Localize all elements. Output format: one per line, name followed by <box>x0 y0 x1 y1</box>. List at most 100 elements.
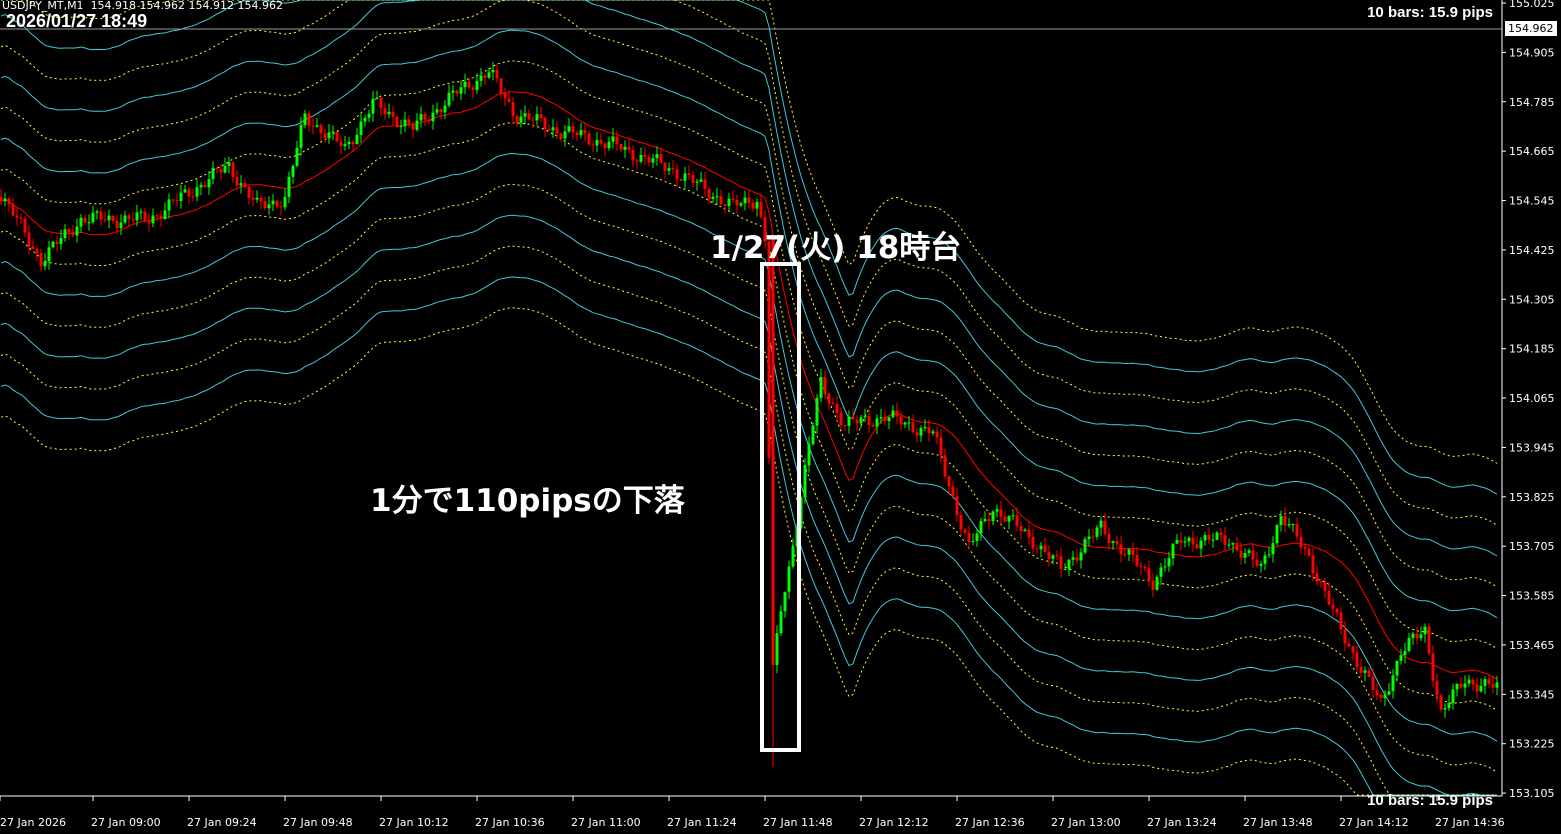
candle-body <box>1095 527 1099 537</box>
candle-body <box>1471 679 1475 685</box>
candle-body <box>607 141 611 149</box>
candle-body <box>1071 557 1075 560</box>
candle-body <box>859 417 863 424</box>
candle-body <box>23 218 27 233</box>
candle-body <box>1339 612 1343 630</box>
candle-body <box>563 131 567 139</box>
candle-body <box>139 211 143 213</box>
candle-body <box>1395 660 1399 676</box>
candle-body <box>271 200 275 205</box>
candle-body <box>391 111 395 117</box>
candle-body <box>1167 558 1171 567</box>
candle-body <box>647 156 651 163</box>
candle-body <box>1195 544 1199 549</box>
candle-body <box>1151 580 1155 590</box>
candle-body <box>207 179 211 188</box>
time-tick-label: 27 Jan 11:24 <box>667 816 737 829</box>
candle-body <box>1039 545 1043 550</box>
time-tick-label: 27 Jan 12:36 <box>955 816 1025 829</box>
candle-body <box>611 136 615 142</box>
candle-body <box>47 247 51 262</box>
candle-body <box>1155 576 1159 590</box>
candle-body <box>231 162 235 178</box>
candle-body <box>427 119 431 122</box>
candle-body <box>1179 539 1183 543</box>
candle-body <box>1075 557 1079 561</box>
band-line-yellow <box>0 122 1498 711</box>
candle-body <box>1287 524 1291 526</box>
candle-body <box>1275 525 1279 544</box>
candle-body <box>71 231 75 236</box>
candle-body <box>1371 676 1375 691</box>
candle-body <box>975 533 979 542</box>
band-line-yellow <box>0 307 1497 796</box>
candle-body <box>1267 554 1271 556</box>
candle-body <box>967 532 971 542</box>
candle-body <box>295 147 299 166</box>
candle-body <box>7 198 11 205</box>
candle-body <box>31 246 35 249</box>
candle-body <box>587 133 591 145</box>
candle-body <box>1163 566 1167 568</box>
candle-body <box>935 431 939 438</box>
candle-body <box>1047 552 1051 559</box>
candle-body <box>863 416 867 418</box>
candle-body <box>555 127 559 134</box>
candle-body <box>1067 559 1071 569</box>
candle-body <box>619 144 623 150</box>
candle-body <box>579 130 583 136</box>
candle-body <box>623 146 627 150</box>
candle-body <box>511 102 515 117</box>
candle-body <box>395 116 399 128</box>
candle-body <box>1331 604 1335 609</box>
candle-body <box>659 154 663 163</box>
candle-body <box>175 200 179 202</box>
candle-body <box>855 419 859 424</box>
candle-body <box>35 248 39 254</box>
candle-body <box>1431 653 1435 681</box>
candle-body <box>771 239 775 665</box>
candle-body <box>871 424 875 427</box>
candle-body <box>1391 675 1395 692</box>
candle-body <box>351 141 355 145</box>
candle-body <box>275 200 279 207</box>
candle-body <box>287 176 291 197</box>
candle-body <box>239 183 243 186</box>
candle-body <box>267 204 271 209</box>
candle-body <box>567 126 571 132</box>
candle-body <box>843 425 847 427</box>
candle-body <box>759 201 763 217</box>
candle-body <box>431 112 435 122</box>
candle-body <box>1183 541 1187 543</box>
candle-body <box>1107 533 1111 543</box>
candle-body <box>987 519 991 522</box>
candle-body <box>1455 683 1459 690</box>
candle-body <box>1119 544 1123 555</box>
candle-body <box>823 377 827 394</box>
candle-body <box>1015 515 1019 526</box>
candle-body <box>503 93 507 99</box>
candle-body <box>1415 633 1419 639</box>
candle-body <box>159 215 163 220</box>
candle-body <box>475 80 479 91</box>
candle-body <box>1443 708 1447 710</box>
candle-body <box>679 179 683 181</box>
candle-body <box>347 141 351 145</box>
candle-body <box>1271 543 1275 555</box>
candle-body <box>1031 536 1035 549</box>
candle-body <box>739 203 743 206</box>
candle-body <box>911 422 915 433</box>
candle-body <box>499 78 503 94</box>
candle-body <box>1019 525 1023 532</box>
candle-body <box>407 119 411 124</box>
candle-body <box>15 215 19 218</box>
candle-body <box>335 131 339 142</box>
candle-body <box>603 143 607 149</box>
candle-body <box>807 444 811 466</box>
candle-body <box>215 168 219 170</box>
candle-body <box>27 232 31 247</box>
candle-body <box>355 134 359 145</box>
candle-body <box>111 215 115 221</box>
candle-body <box>767 241 771 458</box>
